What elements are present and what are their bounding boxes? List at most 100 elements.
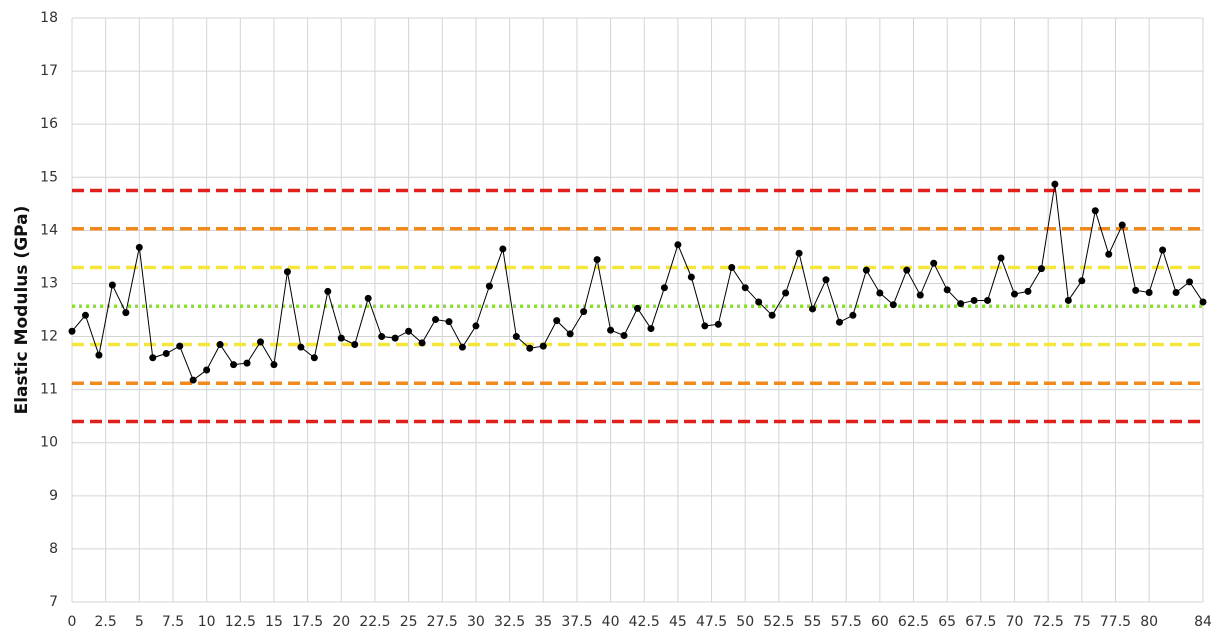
data-point xyxy=(283,268,291,276)
x-tick-label: 75 xyxy=(1073,614,1091,630)
data-point xyxy=(1199,298,1207,306)
x-tick-label: 0 xyxy=(68,614,77,630)
x-tick-label: 57.5 xyxy=(831,614,862,630)
data-point xyxy=(849,311,857,319)
data-point xyxy=(176,342,184,350)
data-point xyxy=(674,241,682,249)
x-tick-label: 50 xyxy=(736,614,754,630)
data-point xyxy=(405,327,413,335)
data-point xyxy=(162,350,170,358)
data-point xyxy=(1105,250,1113,258)
data-point xyxy=(364,294,372,302)
data-point xyxy=(499,245,507,253)
y-tick-label: 15 xyxy=(40,169,58,185)
data-point xyxy=(1145,288,1153,296)
data-point xyxy=(1037,265,1045,273)
x-tick-label: 22.5 xyxy=(359,614,390,630)
data-point xyxy=(1091,207,1099,215)
data-point xyxy=(728,264,736,272)
y-tick-label: 17 xyxy=(40,63,58,79)
data-point xyxy=(472,322,480,330)
data-point xyxy=(647,325,655,333)
data-point xyxy=(485,282,493,290)
x-tick-label: 72.5 xyxy=(1033,614,1064,630)
y-tick-label: 10 xyxy=(40,435,58,451)
x-tick-label: 12.5 xyxy=(225,614,256,630)
data-point xyxy=(203,366,211,374)
y-tick-label: 13 xyxy=(40,275,58,291)
x-tick-label: 77.5 xyxy=(1100,614,1131,630)
y-tick-label: 8 xyxy=(49,541,58,557)
x-tick-label: 67.5 xyxy=(965,614,996,630)
x-tick-label: 17.5 xyxy=(292,614,323,630)
data-point xyxy=(270,361,278,369)
x-tick-label: 2.5 xyxy=(95,614,117,630)
data-point xyxy=(230,361,238,369)
x-tick-label: 80 xyxy=(1140,614,1158,630)
data-point xyxy=(1132,286,1140,294)
data-point xyxy=(876,289,884,297)
data-point xyxy=(984,296,992,304)
data-point xyxy=(553,317,561,325)
data-point xyxy=(189,376,197,384)
data-point xyxy=(135,243,143,251)
data-point xyxy=(687,273,695,281)
x-tick-label: 27.5 xyxy=(427,614,458,630)
data-point xyxy=(378,333,386,341)
x-tick-label: 84 xyxy=(1194,614,1212,630)
data-point xyxy=(1051,180,1059,188)
data-point xyxy=(526,344,534,352)
x-tick-label: 55 xyxy=(804,614,822,630)
data-point xyxy=(391,334,399,342)
data-point xyxy=(835,318,843,326)
data-point xyxy=(512,333,520,341)
data-point xyxy=(741,284,749,292)
data-point xyxy=(310,354,318,362)
x-tick-label: 20 xyxy=(332,614,350,630)
y-tick-label: 14 xyxy=(40,222,58,238)
data-point xyxy=(297,343,305,351)
x-tick-label: 52.5 xyxy=(763,614,794,630)
data-point xyxy=(81,311,89,319)
data-point xyxy=(324,287,332,295)
data-point xyxy=(1186,278,1194,286)
x-tick-label: 45 xyxy=(669,614,687,630)
data-point xyxy=(701,322,709,330)
data-point xyxy=(660,284,668,292)
data-point xyxy=(943,286,951,294)
data-point xyxy=(903,266,911,274)
data-point xyxy=(768,311,776,319)
x-tick-label: 7.5 xyxy=(162,614,184,630)
data-point xyxy=(634,304,641,312)
y-tick-label: 16 xyxy=(40,116,58,132)
data-point xyxy=(1024,287,1032,295)
data-point xyxy=(432,316,440,324)
x-tick-label: 60 xyxy=(871,614,889,630)
data-point xyxy=(418,339,426,347)
data-point xyxy=(108,281,116,289)
data-point xyxy=(566,330,574,338)
data-point xyxy=(68,327,76,335)
data-point xyxy=(216,341,224,349)
data-point xyxy=(1118,221,1126,229)
x-tick-label: 10 xyxy=(198,614,216,630)
data-point xyxy=(149,354,157,362)
data-point xyxy=(1159,246,1167,254)
data-point xyxy=(957,300,965,308)
data-point xyxy=(458,343,466,351)
data-point xyxy=(95,351,103,359)
data-point xyxy=(351,341,359,349)
x-tick-label: 25 xyxy=(400,614,418,630)
x-tick-label: 40 xyxy=(602,614,620,630)
data-point xyxy=(580,308,588,316)
data-point xyxy=(539,342,547,350)
data-point xyxy=(862,266,870,274)
x-tick-label: 5 xyxy=(135,614,144,630)
y-tick-label: 12 xyxy=(40,329,58,345)
data-point xyxy=(1172,288,1180,296)
data-point xyxy=(782,289,790,297)
data-point xyxy=(257,338,264,346)
y-axis-label: Elastic Modulus (GPa) xyxy=(12,206,32,415)
x-tick-label: 65 xyxy=(938,614,956,630)
